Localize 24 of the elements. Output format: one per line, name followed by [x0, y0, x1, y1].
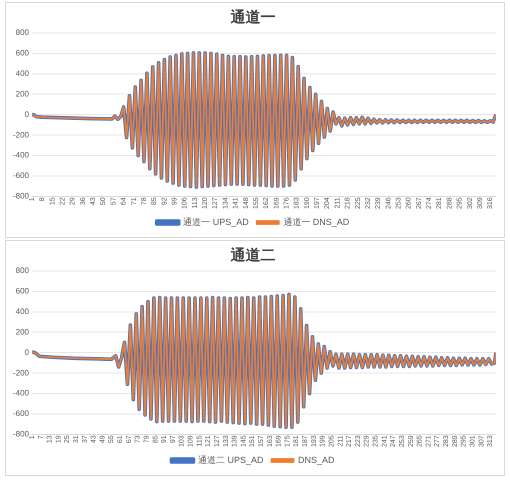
y-tick-label: -800 — [12, 192, 30, 201]
y-tick-label: 200 — [16, 327, 30, 336]
y-tick-label: 400 — [16, 307, 30, 316]
y-tick-label: 0 — [24, 348, 30, 357]
legend-label: DNS_AD — [298, 454, 336, 465]
y-tick-label: -400 — [12, 150, 30, 160]
legend-label: 通道二 UPS_AD — [198, 454, 264, 465]
y-tick-label: -200 — [12, 368, 30, 378]
chart-title: 通道二 — [230, 246, 276, 264]
y-tick-label: -600 — [12, 409, 30, 418]
y-tick-label: 800 — [16, 266, 30, 276]
y-tick-label: 600 — [16, 48, 30, 58]
y-tick-label: -200 — [12, 130, 30, 140]
y-tick-label: -400 — [12, 388, 30, 398]
y-tick-label: 800 — [16, 28, 30, 38]
y-tick-label: 400 — [16, 69, 30, 78]
y-tick-label: -600 — [12, 171, 30, 180]
legend-label: 通道一 DNS_AD — [283, 216, 350, 227]
y-tick-label: -800 — [12, 430, 30, 439]
chart-title: 通道一 — [230, 8, 276, 26]
y-tick-label: 200 — [16, 89, 30, 98]
legend-label: 通道一 UPS_AD — [183, 216, 250, 227]
y-tick-label: 0 — [24, 110, 30, 119]
y-tick-label: 600 — [16, 286, 30, 296]
